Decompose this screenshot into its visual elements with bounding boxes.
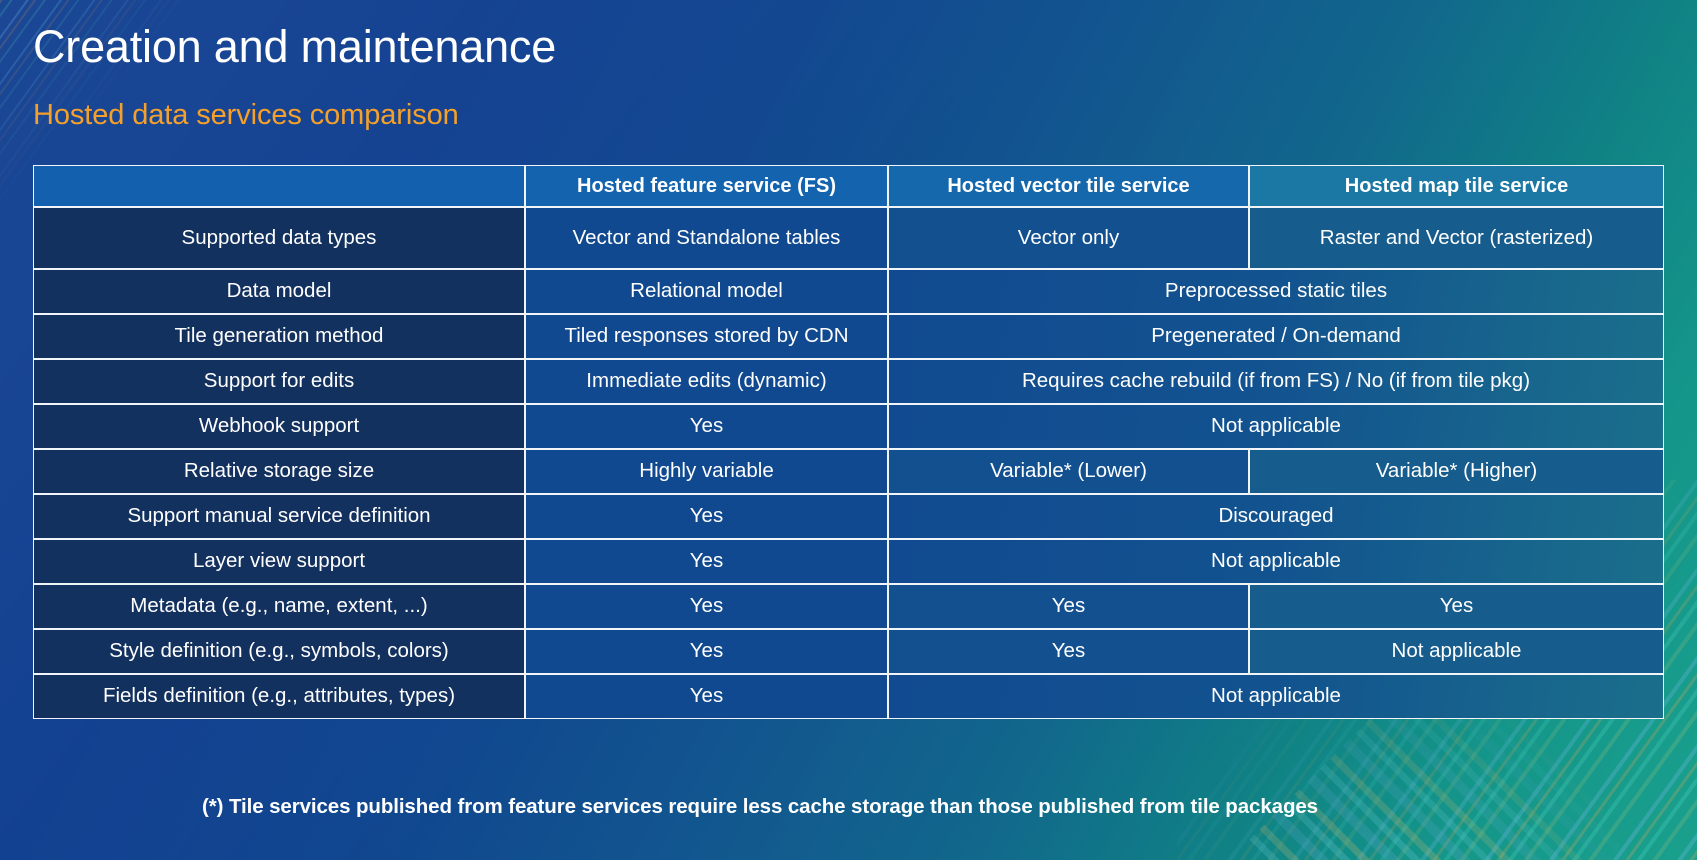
row-cell: Raster and Vector (rasterized) (1249, 207, 1664, 269)
table-row: Metadata (e.g., name, extent, ...) Yes Y… (33, 584, 1664, 629)
row-cell: Yes (525, 404, 888, 449)
table-footnote: (*) Tile services published from feature… (202, 795, 1318, 818)
table-row: Layer view support Yes Not applicable (33, 539, 1664, 584)
row-cell: Vector and Standalone tables (525, 207, 888, 269)
row-label: Supported data types (33, 207, 525, 269)
row-cell-merged: Preprocessed static tiles (888, 269, 1664, 314)
row-cell: Tiled responses stored by CDN (525, 314, 888, 359)
row-cell: Yes (888, 584, 1249, 629)
row-cell: Yes (1249, 584, 1664, 629)
row-cell: Variable* (Higher) (1249, 449, 1664, 494)
table-row: Support for edits Immediate edits (dynam… (33, 359, 1664, 404)
table-row: Supported data types Vector and Standalo… (33, 207, 1664, 269)
row-cell-merged: Not applicable (888, 539, 1664, 584)
row-cell-merged: Pregenerated / On-demand (888, 314, 1664, 359)
row-cell-merged: Not applicable (888, 404, 1664, 449)
row-cell: Highly variable (525, 449, 888, 494)
row-cell: Immediate edits (dynamic) (525, 359, 888, 404)
row-label: Data model (33, 269, 525, 314)
row-label: Style definition (e.g., symbols, colors) (33, 629, 525, 674)
table-body: Supported data types Vector and Standalo… (33, 207, 1664, 719)
table-header-row: Hosted feature service (FS) Hosted vecto… (33, 165, 1664, 207)
page-subtitle: Hosted data services comparison (33, 99, 459, 131)
comparison-table: Hosted feature service (FS) Hosted vecto… (33, 165, 1664, 719)
row-cell: Yes (525, 674, 888, 719)
table-row: Data model Relational model Preprocessed… (33, 269, 1664, 314)
row-label: Webhook support (33, 404, 525, 449)
row-label: Relative storage size (33, 449, 525, 494)
row-cell: Variable* (Lower) (888, 449, 1249, 494)
page-title: Creation and maintenance (33, 21, 557, 72)
row-cell: Relational model (525, 269, 888, 314)
row-label: Fields definition (e.g., attributes, typ… (33, 674, 525, 719)
row-label: Support manual service definition (33, 494, 525, 539)
row-cell: Yes (525, 539, 888, 584)
row-cell: Not applicable (1249, 629, 1664, 674)
table-row: Tile generation method Tiled responses s… (33, 314, 1664, 359)
table-row: Webhook support Yes Not applicable (33, 404, 1664, 449)
table-header-hosted-vector-tile-service: Hosted vector tile service (888, 165, 1249, 207)
row-cell: Vector only (888, 207, 1249, 269)
row-label: Tile generation method (33, 314, 525, 359)
row-cell: Yes (525, 584, 888, 629)
row-label: Metadata (e.g., name, extent, ...) (33, 584, 525, 629)
row-cell: Yes (525, 629, 888, 674)
table-header-hosted-feature-service: Hosted feature service (FS) (525, 165, 888, 207)
table-row: Relative storage size Highly variable Va… (33, 449, 1664, 494)
row-cell-merged: Discouraged (888, 494, 1664, 539)
table-header-hosted-map-tile-service: Hosted map tile service (1249, 165, 1664, 207)
row-cell: Yes (888, 629, 1249, 674)
row-label: Support for edits (33, 359, 525, 404)
table-row: Style definition (e.g., symbols, colors)… (33, 629, 1664, 674)
row-cell: Yes (525, 494, 888, 539)
row-label: Layer view support (33, 539, 525, 584)
row-cell-merged: Requires cache rebuild (if from FS) / No… (888, 359, 1664, 404)
table-header-blank (33, 165, 525, 207)
table-row: Fields definition (e.g., attributes, typ… (33, 674, 1664, 719)
table-row: Support manual service definition Yes Di… (33, 494, 1664, 539)
row-cell-merged: Not applicable (888, 674, 1664, 719)
